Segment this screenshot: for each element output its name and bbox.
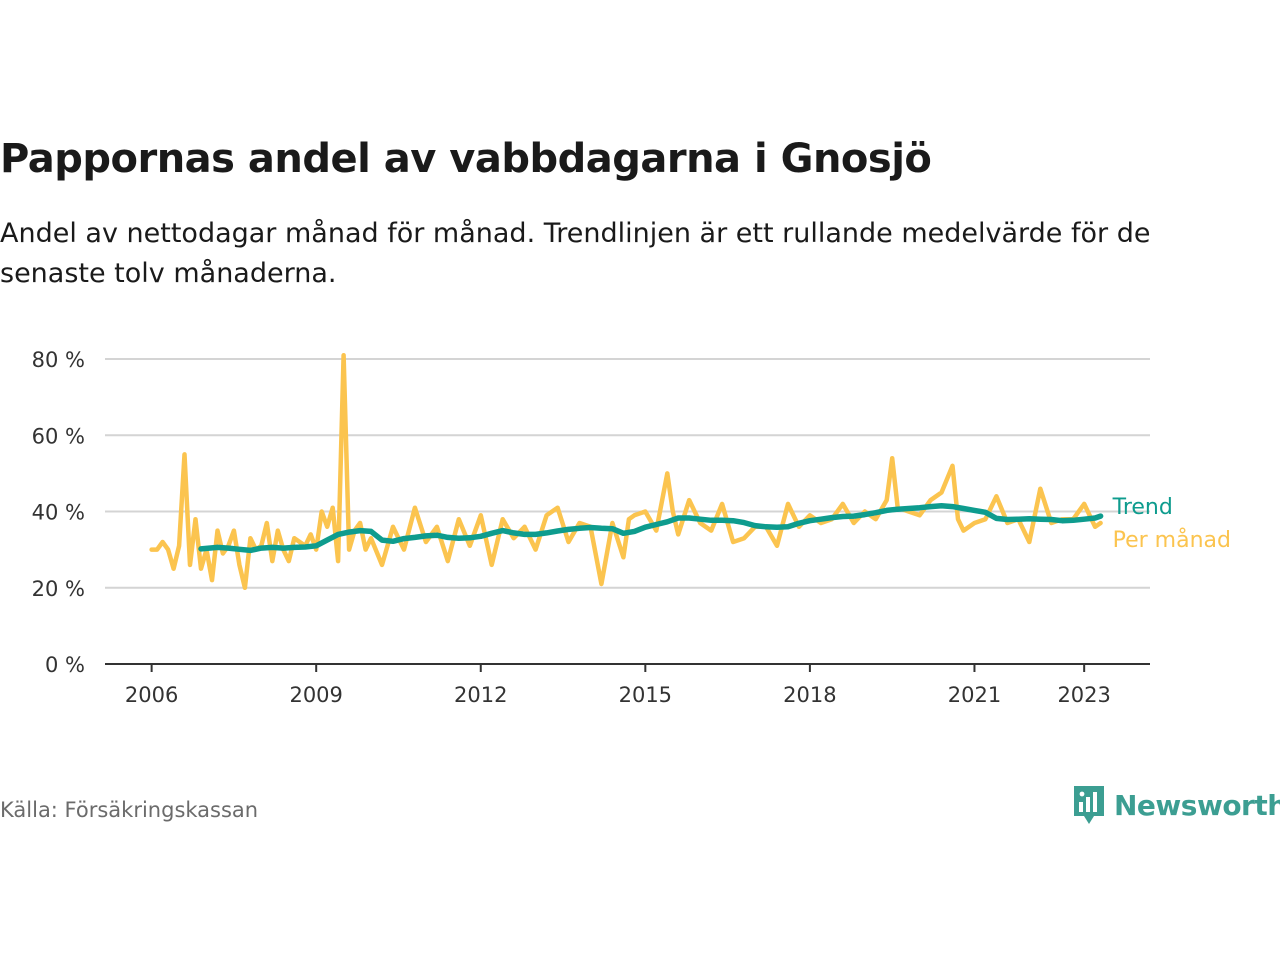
inline-legend: Trend Per månad: [1112, 495, 1231, 553]
x-tick-label: 2021: [948, 683, 1001, 707]
x-tick-label: 2009: [289, 683, 342, 707]
y-tick-label: 0 %: [45, 653, 85, 677]
x-tick-label: 2006: [125, 683, 178, 707]
series-lines: [149, 352, 1104, 591]
x-tick-label: 2015: [619, 683, 672, 707]
chart-title: Pappornas andel av vabbdagarna i Gnosjö: [0, 136, 932, 182]
y-tick-label: 40 %: [32, 501, 85, 525]
legend-monthly-label: Per månad: [1113, 527, 1231, 553]
x-tick-label: 2012: [454, 683, 507, 707]
trend-series-line: [198, 503, 1104, 554]
monthly-series-line: [149, 352, 1103, 591]
brand-name: Newsworthy: [1114, 788, 1280, 822]
y-tick-label: 60 %: [32, 424, 85, 448]
x-tick-label: 2023: [1057, 683, 1110, 707]
source-note: Källa: Försäkringskassan: [0, 798, 259, 822]
axes: 0 % 20 % 40 % 60 % 80 % 2006 2009 2012 2015 2018 2…: [32, 348, 1150, 707]
gridlines: [105, 358, 1150, 589]
newsworthy-logo: Newsworthy: [1072, 784, 1280, 826]
y-tick-label: 20 %: [32, 577, 85, 601]
chart-subtitle: Andel av nettodagar månad för månad. Tre…: [0, 218, 1151, 289]
y-tick-label: 80 %: [32, 348, 85, 372]
x-tick-label: 2018: [783, 683, 836, 707]
bar-chart-bubble-icon: [1074, 786, 1104, 824]
legend-trend-label: Trend: [1112, 495, 1173, 520]
